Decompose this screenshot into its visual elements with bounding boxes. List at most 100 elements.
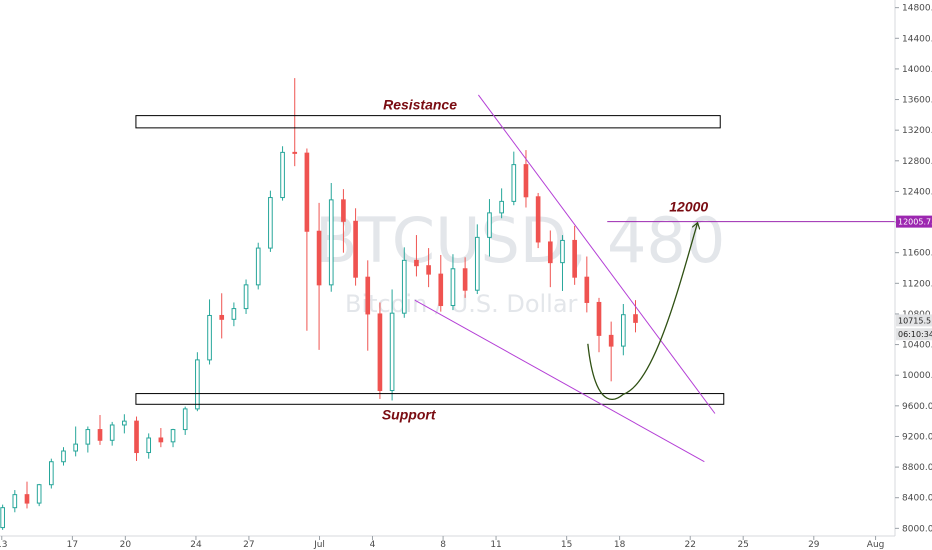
candle[interactable] (572, 225, 577, 285)
y-tick-label: 8800.00 (902, 463, 932, 473)
x-tick-label: Aug (867, 540, 885, 550)
candle[interactable] (61, 447, 66, 466)
candle[interactable] (438, 254, 444, 312)
candle[interactable] (560, 235, 565, 291)
candle[interactable] (85, 426, 91, 453)
candle-body (134, 420, 139, 454)
candle[interactable] (97, 415, 103, 445)
candle[interactable] (389, 289, 395, 401)
candle[interactable] (243, 279, 249, 314)
candle[interactable] (621, 303, 626, 356)
candle[interactable] (547, 230, 553, 288)
candle[interactable] (182, 406, 188, 435)
candle[interactable] (341, 189, 346, 253)
candle[interactable] (328, 183, 334, 292)
candle-body (97, 429, 103, 441)
y-tick-label: 14800.00 (902, 4, 932, 14)
candle-body (365, 276, 371, 315)
candle[interactable] (292, 78, 298, 167)
x-tick-label: 25 (737, 540, 748, 550)
candle[interactable] (462, 257, 468, 298)
candle[interactable] (511, 151, 517, 206)
candle-body (560, 239, 565, 264)
candle[interactable] (608, 321, 614, 382)
candle[interactable] (122, 414, 127, 434)
candle[interactable] (596, 297, 602, 353)
price-tag (896, 215, 932, 228)
x-tick-label: 24 (190, 540, 202, 550)
candle-body (633, 314, 638, 323)
candle[interactable] (36, 483, 42, 507)
candle-body (109, 424, 115, 441)
candle[interactable] (377, 302, 383, 399)
support-label: Support (382, 406, 437, 422)
target-label: 12000 (669, 199, 708, 215)
wedge-upper-line[interactable] (477, 94, 716, 414)
candle[interactable] (304, 148, 310, 331)
candle[interactable] (365, 260, 371, 351)
resistance-zone[interactable] (135, 115, 721, 129)
candle[interactable] (401, 247, 407, 318)
candle[interactable] (535, 192, 541, 249)
candle-body (608, 334, 614, 347)
candle[interactable] (0, 504, 5, 530)
support-zone[interactable] (135, 393, 725, 405)
candle[interactable] (499, 188, 504, 219)
watermark-description: Bitcoin / U.S. Dollar (345, 290, 578, 318)
candle[interactable] (219, 293, 225, 339)
candle[interactable] (268, 190, 273, 252)
candle[interactable] (134, 416, 139, 461)
candle[interactable] (170, 428, 176, 448)
candle[interactable] (414, 235, 419, 277)
candle-body (195, 359, 200, 410)
candle[interactable] (207, 299, 212, 365)
candle[interactable] (195, 352, 200, 412)
projection-curve[interactable] (587, 224, 697, 400)
candle[interactable] (158, 428, 164, 448)
candle-body (292, 151, 298, 154)
candle[interactable] (12, 490, 18, 513)
price-tag-label: 06:10:34 (898, 330, 932, 339)
candle[interactable] (584, 256, 590, 313)
candle-body (426, 265, 431, 275)
candle-body (85, 429, 91, 445)
candle-body (328, 199, 334, 286)
candle[interactable] (426, 248, 431, 288)
candle-body (414, 259, 419, 267)
candle[interactable] (633, 300, 638, 333)
candle-body (450, 268, 456, 307)
candle-body (170, 429, 176, 443)
candle-body (219, 314, 225, 320)
candle-body (61, 450, 66, 463)
candle-body (511, 164, 517, 202)
candle-body (353, 220, 358, 278)
candle-body (584, 276, 590, 303)
x-tick-label: 18 (614, 540, 626, 550)
candle[interactable] (49, 458, 54, 489)
candle[interactable] (24, 481, 30, 509)
candle-body (12, 494, 18, 509)
candle[interactable] (450, 254, 456, 311)
y-tick-label: 8400.00 (902, 494, 932, 504)
y-tick-label: 9200.00 (902, 432, 932, 442)
candle[interactable] (280, 146, 285, 201)
candle[interactable] (474, 224, 480, 295)
candle-body (401, 259, 407, 314)
candle[interactable] (231, 302, 237, 327)
candle[interactable] (146, 433, 152, 459)
candle[interactable] (353, 208, 358, 286)
candle-body (523, 164, 529, 198)
candle[interactable] (255, 242, 261, 290)
candle[interactable] (109, 421, 115, 446)
candle[interactable] (316, 202, 322, 350)
wedge-lower-line[interactable] (414, 299, 705, 463)
candle-body (341, 199, 346, 222)
candle-body (146, 437, 152, 454)
candle-body (474, 236, 480, 291)
y-tick-label: 14400.00 (902, 34, 932, 44)
candle-body (596, 301, 602, 336)
candle[interactable] (487, 199, 492, 257)
candle[interactable] (73, 426, 78, 457)
candle-body (304, 152, 310, 232)
